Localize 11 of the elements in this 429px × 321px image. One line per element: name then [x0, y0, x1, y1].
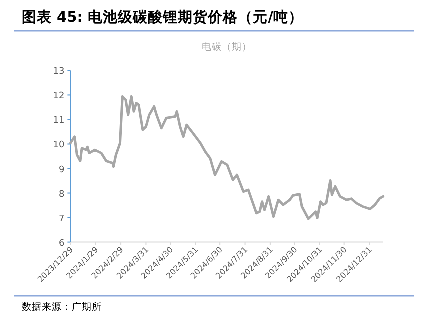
annotation: 数据来源：广期所	[22, 302, 102, 313]
y-tick-label: 10	[53, 140, 65, 151]
y-tick-label: 8	[58, 190, 65, 200]
y-tick-label: 9	[58, 165, 65, 176]
y-tick-label: 7	[58, 214, 65, 224]
legend: 电碳（期）	[202, 42, 252, 53]
y-tick-label: 11	[53, 116, 65, 126]
y-tick-label: 6	[58, 238, 65, 249]
y-tick-label: 12	[53, 92, 65, 102]
y-tick-label: 13	[53, 67, 65, 78]
title: 图表 45: 电池级碳酸锂期货价格（元/吨）	[22, 10, 304, 26]
